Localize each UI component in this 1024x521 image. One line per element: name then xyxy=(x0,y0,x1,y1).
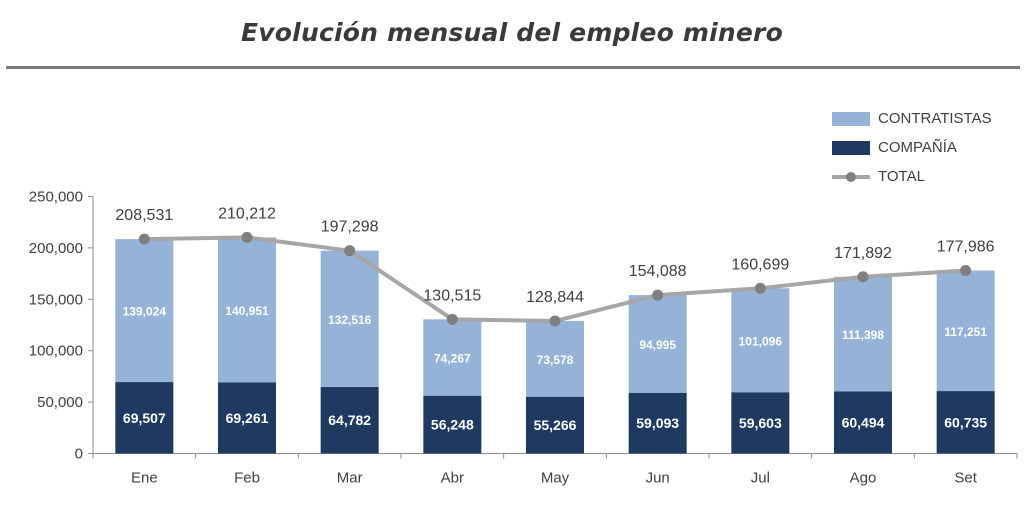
bar-compania xyxy=(936,391,995,454)
data-label-total: 160,699 xyxy=(731,256,789,273)
total-marker xyxy=(960,265,972,277)
bar-contratistas xyxy=(218,237,276,383)
bar-contratistas xyxy=(628,295,687,393)
data-label-contratistas: 101,096 xyxy=(739,334,783,348)
title-divider xyxy=(6,66,1020,69)
data-label-total: 197,298 xyxy=(321,219,379,236)
total-marker xyxy=(138,233,150,245)
bar-contratistas xyxy=(936,270,995,392)
legend-item-compania: COMPAÑÍA xyxy=(832,133,992,162)
data-label-contratistas: 140,951 xyxy=(225,304,269,318)
x-tick-label: Feb xyxy=(234,470,260,487)
y-tick-label: 250,000 xyxy=(29,189,83,206)
x-tick-label: Ene xyxy=(131,470,158,487)
data-label-total: 208,531 xyxy=(115,207,173,224)
data-label-contratistas: 132,516 xyxy=(328,313,372,327)
data-label-compania: 59,093 xyxy=(636,415,679,431)
total-marker xyxy=(241,231,253,243)
data-label-compania: 69,261 xyxy=(226,410,269,426)
data-label-total: 210,212 xyxy=(218,205,276,222)
y-tick-label: 100,000 xyxy=(29,343,83,360)
data-label-compania: 55,266 xyxy=(534,417,577,433)
total-marker xyxy=(549,315,561,327)
legend-item-contratistas: CONTRATISTAS xyxy=(832,104,992,133)
data-label-compania: 64,782 xyxy=(328,412,371,428)
y-tick-label: 0 xyxy=(75,446,83,463)
data-label-contratistas: 74,267 xyxy=(434,352,471,366)
bar-compania xyxy=(320,386,379,454)
x-tick-label: Abr xyxy=(441,470,464,487)
bar-contratistas xyxy=(526,321,584,397)
bar-contratistas xyxy=(731,288,790,393)
data-label-total: 154,088 xyxy=(629,263,687,280)
legend-label-compania: COMPAÑÍA xyxy=(878,139,957,156)
bar-compania xyxy=(423,395,482,454)
chart-legend: CONTRATISTAS COMPAÑÍA TOTAL xyxy=(832,104,992,191)
bar-compania xyxy=(731,392,790,454)
data-label-compania: 69,507 xyxy=(123,410,166,426)
legend-item-total: TOTAL xyxy=(832,162,992,191)
legend-label-contratistas: CONTRATISTAS xyxy=(878,110,992,127)
y-tick-label: 50,000 xyxy=(37,394,83,411)
total-marker xyxy=(344,245,356,257)
x-tick-label: Jun xyxy=(646,470,670,487)
data-label-compania: 59,603 xyxy=(739,415,782,431)
bar-compania xyxy=(628,392,687,454)
bar-compania xyxy=(218,382,276,454)
x-tick-label: Mar xyxy=(337,470,363,487)
total-marker xyxy=(446,313,458,325)
legend-label-total: TOTAL xyxy=(878,168,925,185)
data-label-contratistas: 139,024 xyxy=(123,305,167,319)
data-label-compania: 60,494 xyxy=(842,414,885,430)
total-marker xyxy=(857,271,869,283)
data-label-total: 128,844 xyxy=(526,289,584,306)
data-label-compania: 56,248 xyxy=(431,417,474,433)
legend-swatch-contratistas xyxy=(832,111,870,126)
legend-line-total xyxy=(832,170,870,184)
bar-contratistas xyxy=(115,239,174,383)
data-label-total: 130,515 xyxy=(423,287,481,304)
data-label-contratistas: 117,251 xyxy=(944,325,987,339)
bar-compania xyxy=(115,382,174,454)
x-tick-label: May xyxy=(541,470,570,487)
legend-swatch-compania xyxy=(832,140,870,155)
data-label-compania: 60,735 xyxy=(944,414,987,430)
chart-title: Evolución mensual del empleo minero xyxy=(241,18,783,47)
total-marker xyxy=(754,282,766,294)
data-label-total: 177,986 xyxy=(937,239,995,256)
bar-compania xyxy=(834,391,892,454)
bar-contratistas xyxy=(834,276,892,392)
data-label-total: 171,892 xyxy=(834,245,892,262)
bar-compania xyxy=(526,396,584,454)
y-tick-label: 200,000 xyxy=(29,240,83,257)
data-label-contratistas: 111,398 xyxy=(842,328,884,342)
y-tick-label: 150,000 xyxy=(29,291,83,308)
data-label-contratistas: 94,995 xyxy=(639,338,676,352)
data-label-contratistas: 73,578 xyxy=(537,353,574,367)
x-tick-label: Set xyxy=(954,470,977,487)
bar-contratistas xyxy=(320,250,379,387)
total-marker xyxy=(652,289,664,301)
bar-contratistas xyxy=(423,319,482,396)
x-tick-label: Ago xyxy=(850,470,877,487)
x-tick-label: Jul xyxy=(751,470,770,487)
